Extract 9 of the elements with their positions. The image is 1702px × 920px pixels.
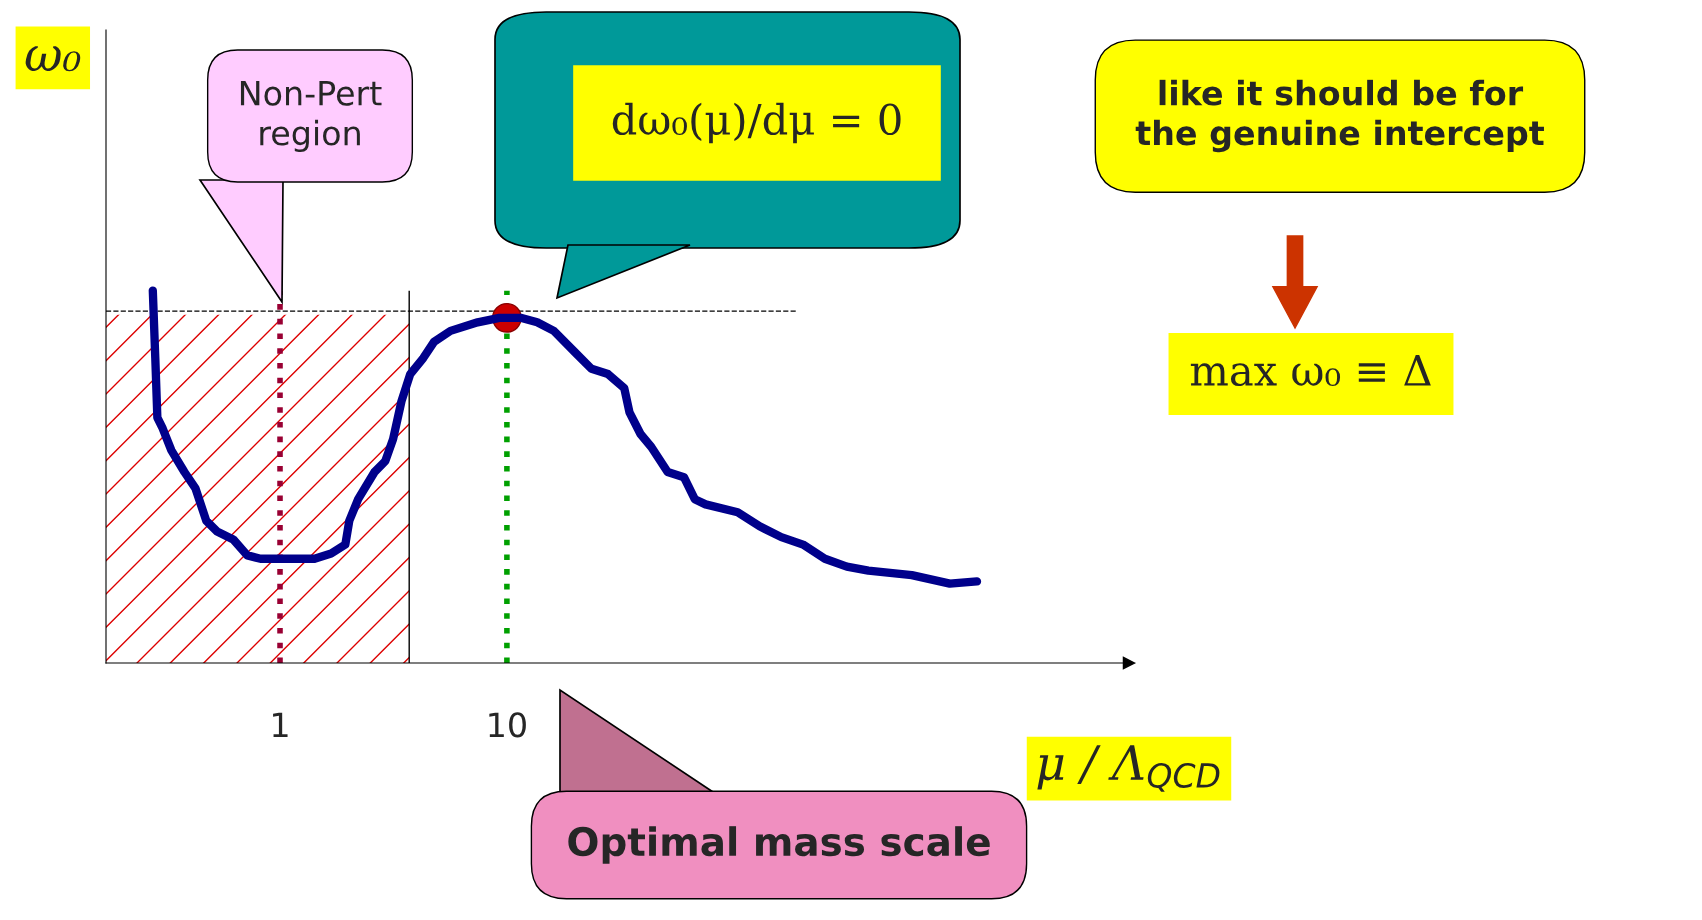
text: Optimal mass scale: [568, 826, 990, 864]
text: max ω₀ ≡ Δ: [1190, 355, 1431, 387]
text: Non-Pert region: [240, 80, 382, 153]
x-tick-label: 10: [489, 712, 526, 738]
x-axis-title: μ / Λ$_{QCD}$: [1037, 745, 1220, 792]
text: like it should be for the genuine intercept: [1135, 79, 1544, 153]
x-tick-label: 1: [273, 712, 288, 737]
y-axis-title: ω₀: [25, 46, 81, 72]
text: dω₀(μ)/dμ = 0: [612, 102, 901, 144]
